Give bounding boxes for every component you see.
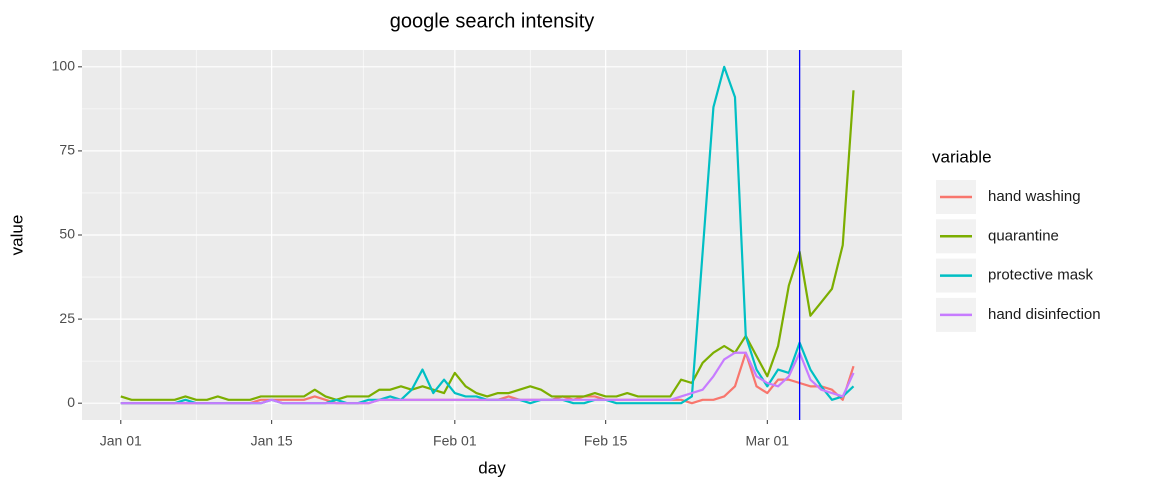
series-line (120, 351, 855, 405)
y-tick-label: 50 (59, 226, 75, 242)
chart-title: google search intensity (390, 10, 595, 32)
legend-label: quarantine (988, 227, 1059, 244)
x-axis-label: day (478, 458, 506, 477)
y-tick-label: 0 (67, 394, 75, 410)
legend-label: protective mask (988, 267, 1094, 284)
x-tick-label: Jan 15 (251, 433, 293, 449)
x-tick-label: Feb 01 (433, 433, 477, 449)
legend-label: hand disinfection (988, 306, 1101, 323)
y-tick-label: 25 (59, 310, 75, 326)
y-axis-label: value (7, 215, 26, 256)
legend-label: hand washing (988, 188, 1081, 205)
x-tick-label: Feb 15 (584, 433, 628, 449)
legend-title: variable (932, 147, 992, 166)
x-tick-label: Jan 01 (100, 433, 142, 449)
y-tick-label: 75 (59, 142, 75, 158)
x-tick-label: Mar 01 (746, 433, 790, 449)
y-tick-label: 100 (52, 58, 76, 74)
series-line (120, 90, 855, 401)
